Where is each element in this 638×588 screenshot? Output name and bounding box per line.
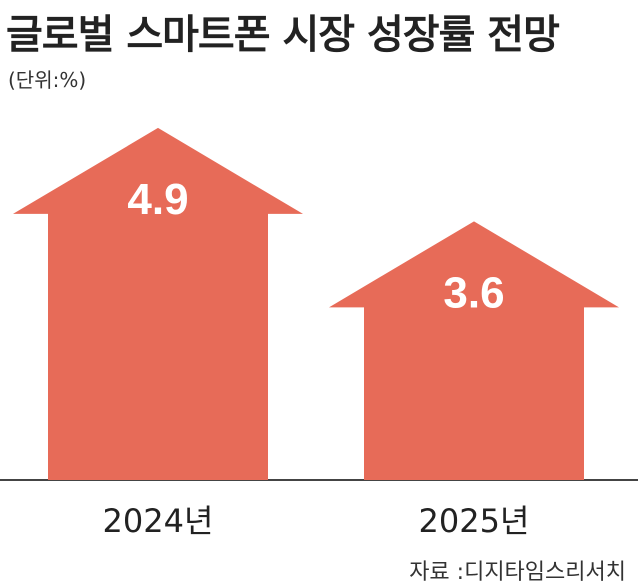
data-label-2: 3.6 — [443, 268, 504, 317]
bar-2 — [329, 221, 619, 481]
source-note: 자료 :디지타임스리서치 — [409, 560, 626, 585]
category-label-2: 2025년 — [419, 502, 530, 540]
category-label-1: 2024년 — [103, 502, 214, 540]
data-label-1: 4.9 — [127, 175, 188, 224]
unit-label: (단위:%) — [8, 68, 87, 92]
chart-title: 글로벌 스마트폰 시장 성장률 전망 — [6, 12, 560, 58]
bar-1 — [13, 127, 303, 480]
